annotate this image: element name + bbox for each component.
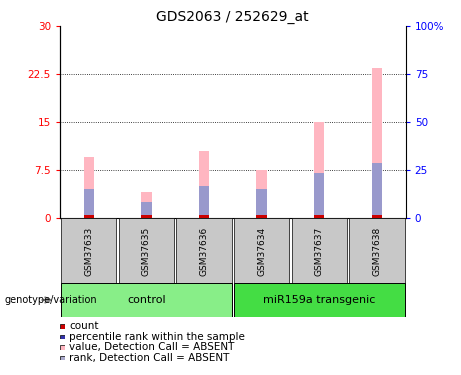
Bar <box>234 217 290 285</box>
Bar <box>234 283 405 317</box>
Bar <box>372 164 382 218</box>
Text: miR159a transgenic: miR159a transgenic <box>263 295 375 305</box>
Text: value, Detection Call = ABSENT: value, Detection Call = ABSENT <box>69 342 235 352</box>
Bar <box>314 122 325 218</box>
Bar <box>61 283 231 317</box>
Bar <box>141 202 152 217</box>
Text: GSM37637: GSM37637 <box>315 226 324 276</box>
Bar <box>83 189 94 217</box>
Text: rank, Detection Call = ABSENT: rank, Detection Call = ABSENT <box>69 353 230 363</box>
Bar <box>61 217 116 285</box>
Text: percentile rank within the sample: percentile rank within the sample <box>69 332 245 342</box>
Bar <box>256 189 267 217</box>
Bar <box>141 215 152 217</box>
Bar <box>256 215 267 217</box>
Bar <box>141 192 152 217</box>
Bar <box>199 215 209 217</box>
Title: GDS2063 / 252629_at: GDS2063 / 252629_at <box>156 10 309 24</box>
Text: genotype/variation: genotype/variation <box>5 295 97 305</box>
Text: GSM37634: GSM37634 <box>257 226 266 276</box>
Text: GSM37635: GSM37635 <box>142 226 151 276</box>
Text: count: count <box>69 321 99 331</box>
Bar <box>256 170 267 217</box>
Text: GSM37633: GSM37633 <box>84 226 93 276</box>
Bar <box>372 68 382 218</box>
Bar <box>83 157 94 218</box>
Text: control: control <box>127 295 165 305</box>
Text: GSM37638: GSM37638 <box>372 226 381 276</box>
Bar <box>372 215 382 217</box>
Bar <box>199 186 209 218</box>
Bar <box>199 150 209 217</box>
Bar <box>176 217 231 285</box>
Bar <box>314 173 325 217</box>
Bar <box>291 217 347 285</box>
Text: GSM37636: GSM37636 <box>200 226 208 276</box>
Bar <box>118 217 174 285</box>
Bar <box>83 215 94 217</box>
Bar <box>349 217 405 285</box>
Bar <box>314 215 325 217</box>
